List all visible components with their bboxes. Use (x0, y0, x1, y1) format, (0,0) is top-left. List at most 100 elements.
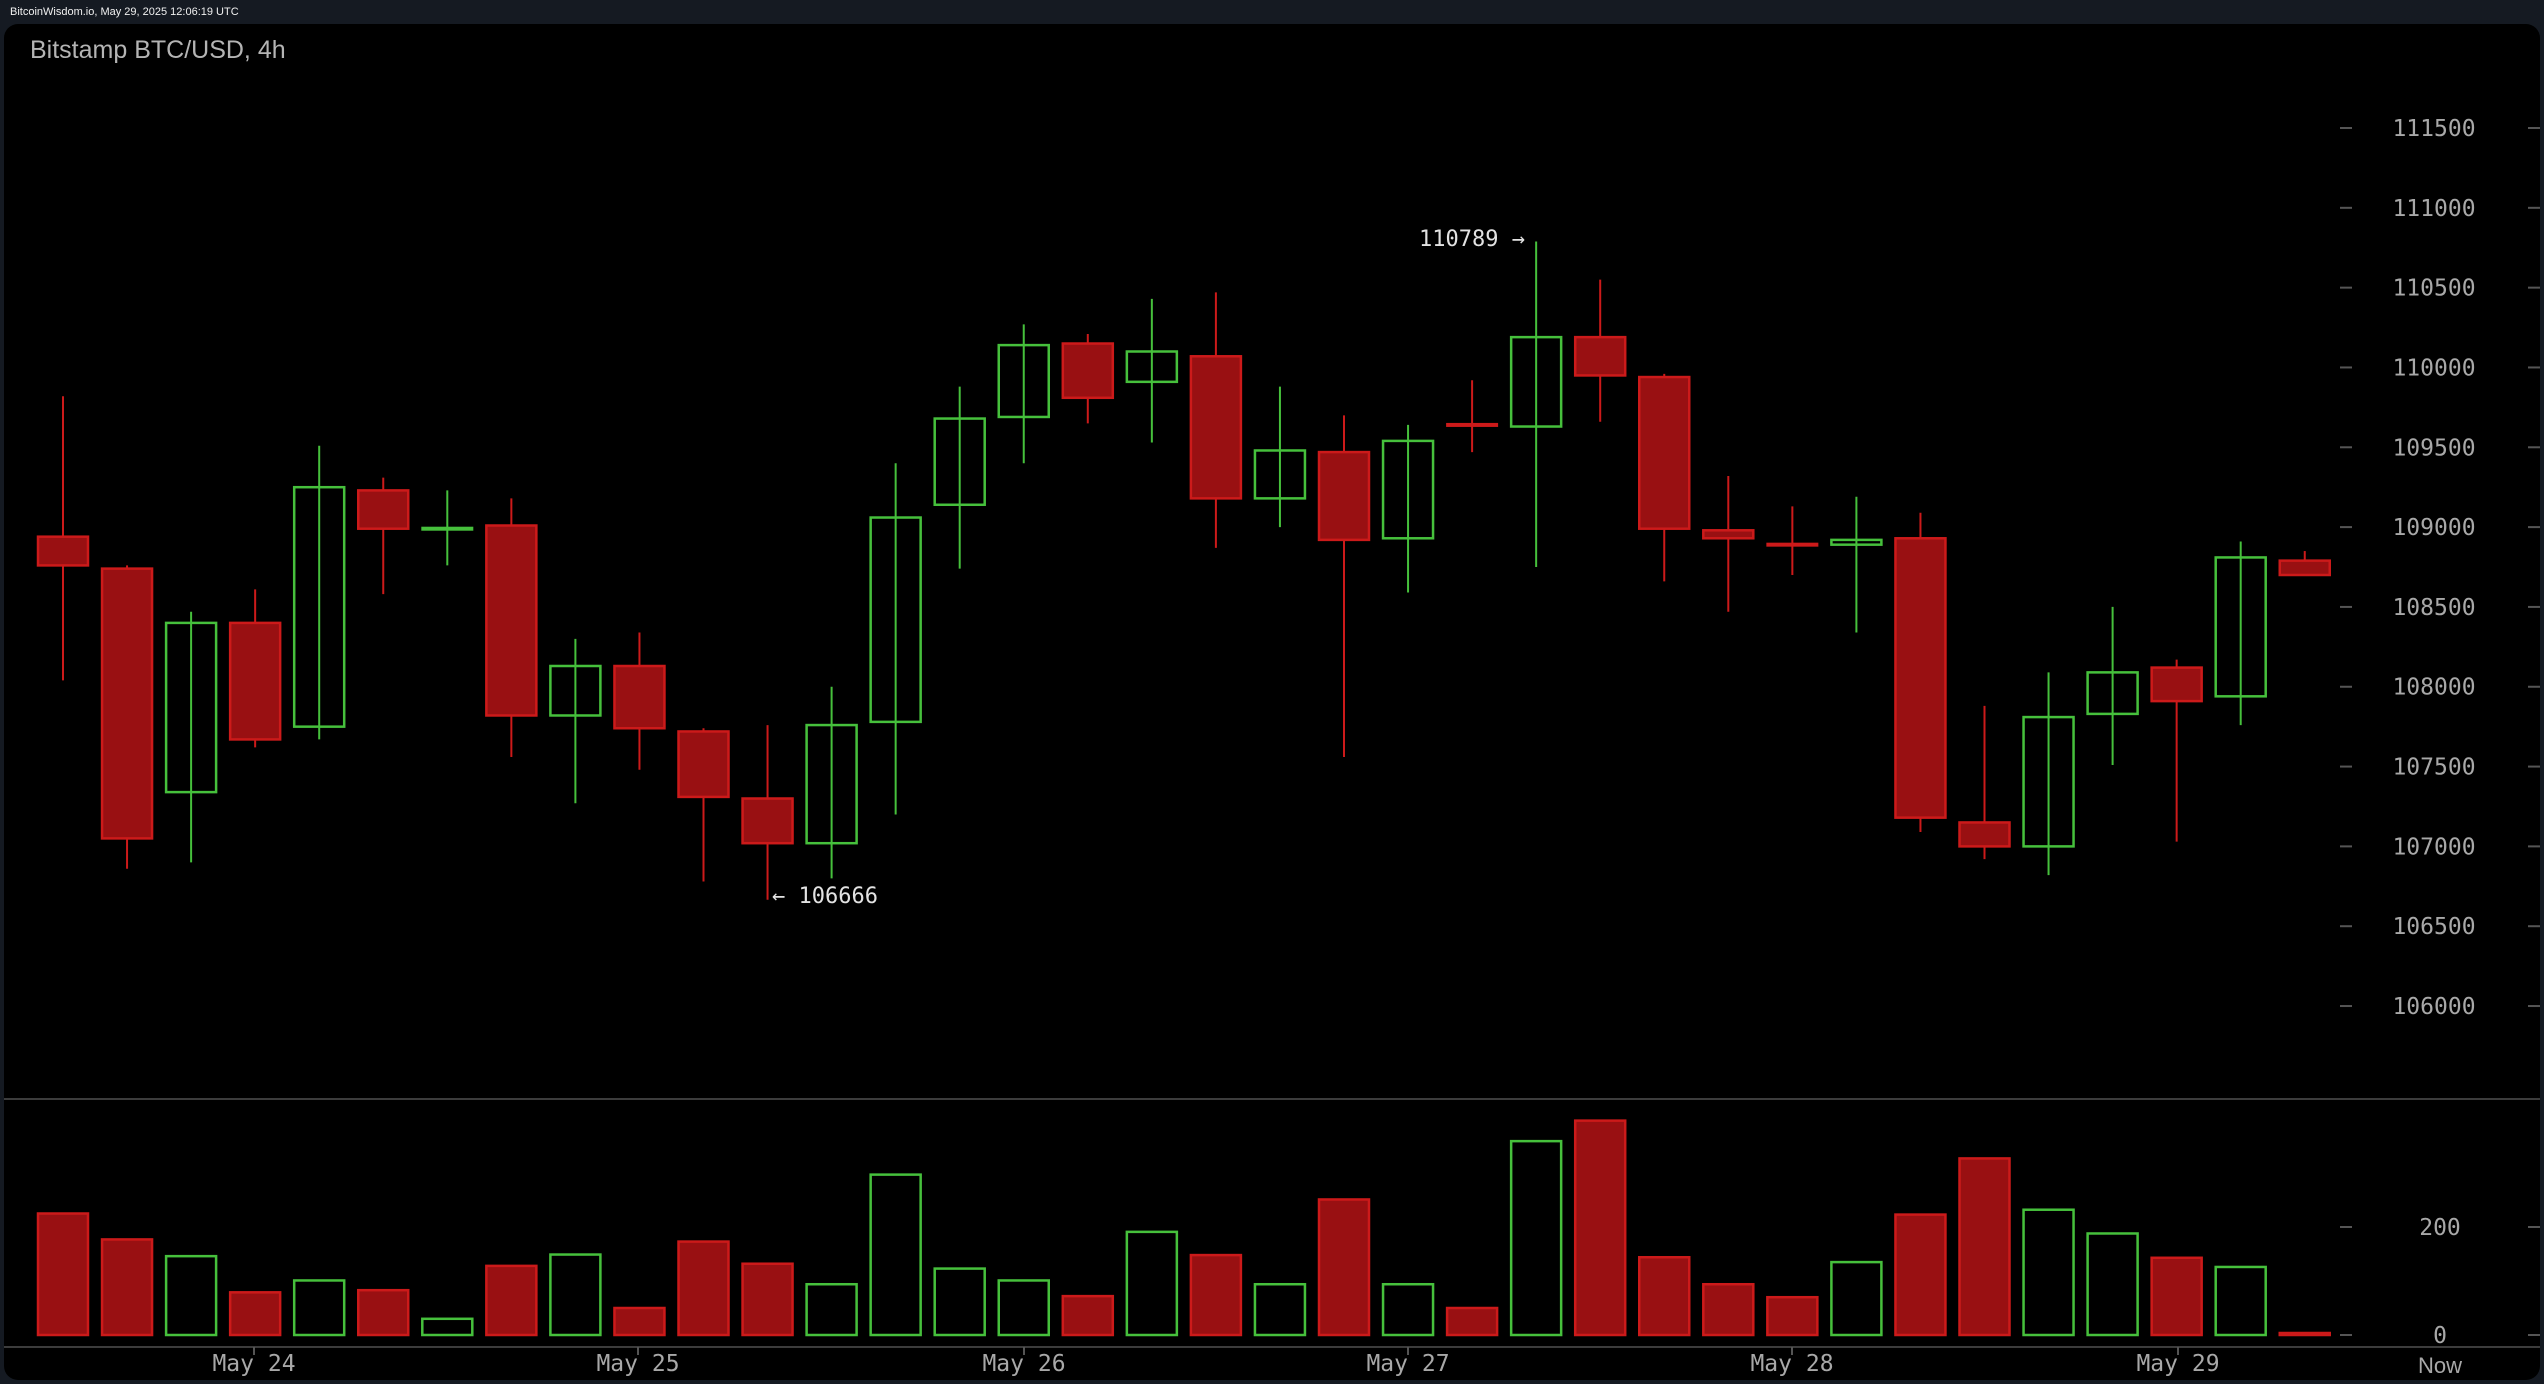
candle-body (1061, 342, 1115, 400)
date-label: May 25 (596, 1351, 679, 1377)
volume-bar (933, 1267, 986, 1337)
candle-body (613, 664, 666, 730)
date-label: May 28 (1750, 1351, 1833, 1377)
volume-bar (1317, 1198, 1371, 1337)
candle-body (2022, 715, 2075, 848)
candle[interactable] (421, 490, 474, 566)
volume-bar (1766, 1295, 1819, 1337)
candle[interactable] (1189, 292, 1243, 548)
candle-body (36, 535, 90, 567)
candle[interactable] (1894, 512, 1947, 833)
candle[interactable] (2022, 672, 2075, 876)
candle-body (2086, 671, 2139, 716)
volume-bar (421, 1317, 474, 1337)
candle[interactable] (1381, 424, 1435, 593)
candle[interactable] (1317, 415, 1371, 757)
volume-bar (2022, 1208, 2075, 1337)
volume-tick-label: 200 (2419, 1215, 2461, 1241)
now-label: Now (2418, 1353, 2462, 1378)
date-label: May 29 (2136, 1351, 2219, 1377)
price-tick-label: 106000 (2392, 994, 2475, 1020)
candle-body (1381, 439, 1435, 540)
volume-bar (2214, 1265, 2267, 1337)
volume-bar (1253, 1282, 1307, 1337)
candle-body (164, 621, 218, 794)
candle[interactable] (1638, 373, 1691, 582)
candle-body (2150, 666, 2203, 703)
volume-bar (805, 1282, 858, 1337)
candle[interactable] (1573, 279, 1627, 422)
candle-body (2278, 559, 2331, 577)
candle-body (1125, 350, 1179, 384)
candle[interactable] (292, 445, 346, 740)
price-tick-label: 109000 (2392, 515, 2475, 541)
candle[interactable] (997, 324, 1050, 464)
volume-bar (1573, 1119, 1627, 1337)
candle-body (741, 797, 794, 845)
candle-body (1830, 538, 1883, 546)
volume-bar (485, 1264, 538, 1337)
price-tick-label: 106500 (2392, 914, 2475, 940)
candle[interactable] (164, 611, 218, 863)
candle-body (421, 526, 474, 531)
volume-tick-label: 0 (2433, 1323, 2447, 1349)
candle[interactable] (36, 396, 90, 681)
volume-bar (164, 1254, 218, 1337)
candle[interactable] (1509, 241, 1563, 568)
candle[interactable] (100, 565, 154, 869)
candle-body (485, 524, 538, 717)
candles (36, 241, 2331, 900)
candle[interactable] (805, 686, 858, 879)
candle-body (549, 664, 602, 717)
candle[interactable] (2086, 606, 2139, 765)
candle[interactable] (1830, 496, 1883, 633)
volume-bar (1125, 1230, 1179, 1337)
candle[interactable] (1446, 380, 1499, 453)
volume-bar (1958, 1157, 2011, 1337)
candle[interactable] (869, 463, 922, 815)
candle[interactable] (933, 386, 986, 569)
candle[interactable] (1253, 386, 1307, 528)
candle[interactable] (1958, 705, 2011, 860)
price-axis: 111500 111000 110500 110000 109500 109000 1085… (2340, 116, 2540, 1020)
candle[interactable] (549, 638, 602, 804)
candle[interactable] (357, 477, 410, 595)
candle-body (1189, 355, 1243, 500)
candle[interactable] (485, 498, 538, 757)
volume-bar (549, 1253, 602, 1337)
date-label: May 24 (212, 1351, 295, 1377)
candle[interactable] (1702, 476, 1755, 612)
candle[interactable] (1125, 298, 1179, 443)
price-tick-label: 109500 (2392, 435, 2475, 461)
candle-body (2214, 556, 2267, 698)
price-tick-label: 107000 (2392, 834, 2475, 860)
volume-bar (1445, 1306, 1499, 1337)
high-price-annotation: 110789 → (1419, 227, 1525, 252)
volume-bar (1830, 1260, 1883, 1337)
candle[interactable] (741, 725, 794, 900)
candle[interactable] (228, 589, 282, 748)
volume-bar (613, 1306, 666, 1337)
chart-frame: Bitstamp BTC/USD, 4h 111500 111000 110500 1… (4, 24, 2540, 1380)
candle[interactable] (1766, 506, 1819, 575)
volume-bar (100, 1238, 154, 1337)
candle-body (357, 489, 410, 530)
candle-body (1509, 335, 1563, 428)
candle[interactable] (2150, 659, 2203, 842)
volume-bar (741, 1262, 794, 1337)
volume-bar (292, 1279, 346, 1337)
candlestick-chart[interactable]: 111500 111000 110500 110000 109500 109000 1085… (4, 24, 2540, 1380)
price-tick-label: 107500 (2392, 755, 2475, 781)
candle-body (869, 516, 922, 724)
candle[interactable] (677, 728, 730, 882)
volume-bar (1381, 1282, 1435, 1337)
candle[interactable] (2278, 551, 2331, 577)
volume-bar (997, 1279, 1050, 1337)
source-timestamp: BitcoinWisdom.io, May 29, 2025 12:06:19 … (10, 6, 239, 18)
candle[interactable] (2214, 541, 2267, 726)
candle[interactable] (613, 632, 666, 770)
date-axis: May 24 May 25 May 26 May 27 May 28 May 29 Now (212, 1347, 2462, 1378)
candle[interactable] (1061, 333, 1115, 424)
price-tick-label: 111500 (2392, 116, 2475, 142)
